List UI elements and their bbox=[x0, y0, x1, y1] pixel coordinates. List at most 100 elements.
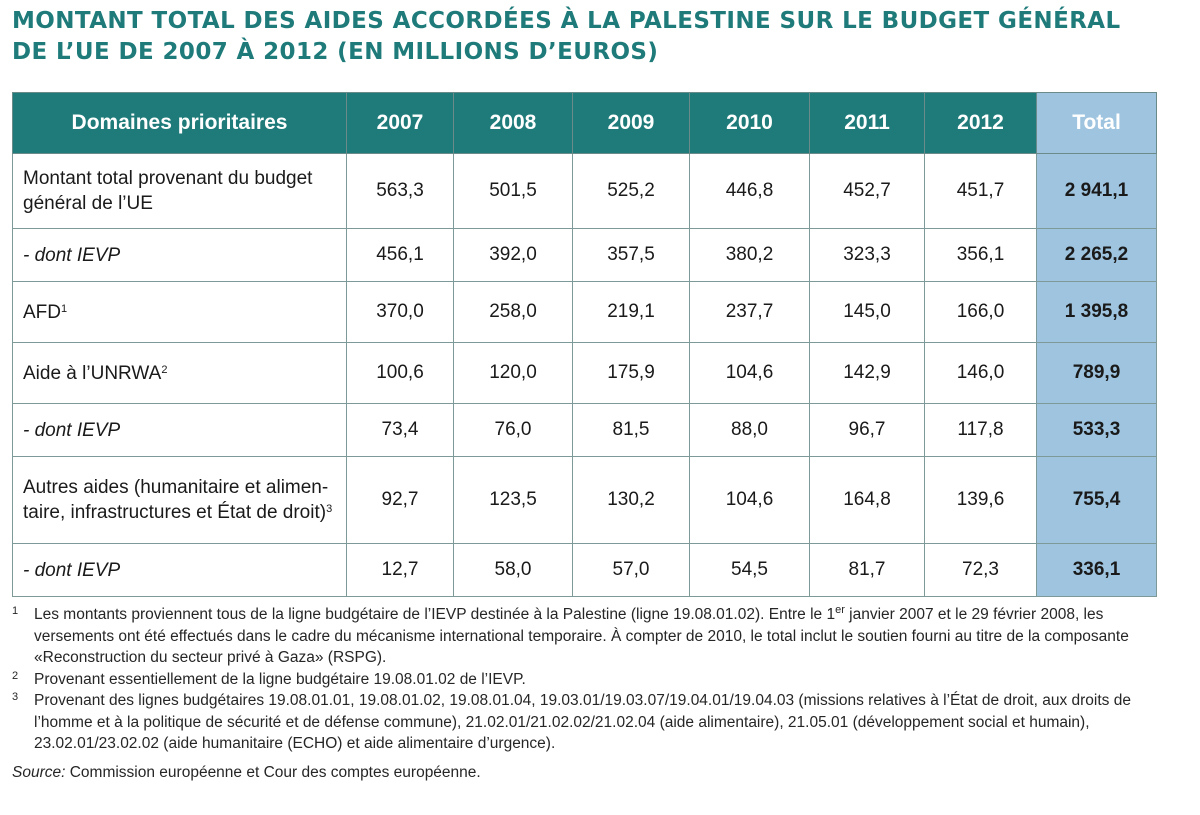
table-cell: 139,6 bbox=[924, 456, 1037, 544]
footnote-2: 2 Provenant essentiellement de la ligne … bbox=[12, 669, 1182, 691]
table-cell: 88,0 bbox=[689, 403, 810, 457]
footnote-text-part: janvier 2007 et le 29 février 2008, les … bbox=[34, 606, 1129, 666]
table-cell: 57,0 bbox=[572, 543, 690, 597]
table-cell: 370,0 bbox=[346, 281, 454, 343]
header-2009: 2009 bbox=[572, 92, 690, 154]
row-label-line: général de l’UE bbox=[23, 193, 153, 214]
table-cell: 446,8 bbox=[689, 153, 810, 229]
table-cell: 357,5 bbox=[572, 228, 690, 282]
table-row: Autres aides (humanitaire et alimen- tai… bbox=[12, 456, 1157, 544]
row-label: Montant total provenant du budget généra… bbox=[12, 153, 347, 229]
aid-table: Domaines prioritaires 2007 2008 2009 201… bbox=[12, 92, 1157, 597]
total-cell: 533,3 bbox=[1036, 403, 1157, 457]
table-cell: 175,9 bbox=[572, 342, 690, 404]
table-row: - dont IEVP 456,1 392,0 357,5 380,2 323,… bbox=[12, 228, 1157, 282]
table-cell: 120,0 bbox=[453, 342, 573, 404]
row-label: - dont IEVP bbox=[12, 228, 347, 282]
table-row: Montant total provenant du budget généra… bbox=[12, 153, 1157, 229]
footnote-ref: 3 bbox=[326, 503, 333, 515]
table-cell: 451,7 bbox=[924, 153, 1037, 229]
footnotes: 1 Les montants proviennent tous de la li… bbox=[12, 604, 1182, 783]
row-label-line-2: taire, infrastructures et État de droit)… bbox=[23, 500, 338, 525]
table-cell: 452,7 bbox=[809, 153, 925, 229]
table-cell: 323,3 bbox=[809, 228, 925, 282]
total-cell: 1 395,8 bbox=[1036, 281, 1157, 343]
title-line-2: DE L’UE DE 2007 À 2012 (EN MILLIONS D’EU… bbox=[12, 39, 659, 65]
table-cell: 100,6 bbox=[346, 342, 454, 404]
total-cell: 755,4 bbox=[1036, 456, 1157, 544]
source-label: Source: bbox=[12, 763, 66, 781]
table-cell: 54,5 bbox=[689, 543, 810, 597]
table-row: Aide à l’UNRWA2 100,6 120,0 175,9 104,6 … bbox=[12, 342, 1157, 404]
footnote-number: 2 bbox=[12, 669, 19, 682]
table-cell: 96,7 bbox=[809, 403, 925, 457]
table-cell: 123,5 bbox=[453, 456, 573, 544]
table-cell: 166,0 bbox=[924, 281, 1037, 343]
table-cell: 72,3 bbox=[924, 543, 1037, 597]
total-cell: 789,9 bbox=[1036, 342, 1157, 404]
table-cell: 501,5 bbox=[453, 153, 573, 229]
title-line-1: MONTANT TOTAL DES AIDES ACCORDÉES À LA P… bbox=[12, 8, 1121, 34]
footnote-number: 1 bbox=[12, 605, 19, 617]
table-cell: 237,7 bbox=[689, 281, 810, 343]
table-cell: 73,4 bbox=[346, 403, 454, 457]
row-label-text: AFD bbox=[23, 301, 61, 323]
table-row: AFD1 370,0 258,0 219,1 237,7 145,0 166,0… bbox=[12, 281, 1157, 343]
page-title: MONTANT TOTAL DES AIDES ACCORDÉES À LA P… bbox=[12, 6, 1192, 68]
total-cell: 336,1 bbox=[1036, 543, 1157, 597]
table-cell: 104,6 bbox=[689, 342, 810, 404]
table-cell: 525,2 bbox=[572, 153, 690, 229]
row-label-line: Autres aides (humanitaire et alimen- bbox=[23, 477, 329, 498]
row-label: - dont IEVP bbox=[12, 543, 347, 597]
table-cell: 92,7 bbox=[346, 456, 454, 544]
footnote-ref: 2 bbox=[161, 363, 168, 376]
table-cell: 392,0 bbox=[453, 228, 573, 282]
header-2010: 2010 bbox=[689, 92, 810, 154]
header-2011: 2011 bbox=[809, 92, 925, 154]
header-total: Total bbox=[1036, 92, 1157, 154]
header-2007: 2007 bbox=[346, 92, 454, 154]
table-cell: 145,0 bbox=[809, 281, 925, 343]
table-cell: 104,6 bbox=[689, 456, 810, 544]
header-2008: 2008 bbox=[453, 92, 573, 154]
row-label: AFD1 bbox=[12, 281, 347, 343]
footnote-number: 3 bbox=[12, 691, 19, 703]
row-label-line: Montant total provenant du budget bbox=[23, 168, 313, 189]
row-label-text: Aide à l’UNRWA bbox=[23, 362, 162, 384]
table-cell: 76,0 bbox=[453, 403, 573, 457]
table-cell: 456,1 bbox=[346, 228, 454, 282]
footnote-1: 1 Les montants proviennent tous de la li… bbox=[12, 604, 1182, 669]
table-header-row: Domaines prioritaires 2007 2008 2009 201… bbox=[12, 92, 1157, 154]
table-cell: 356,1 bbox=[924, 228, 1037, 282]
table-cell: 58,0 bbox=[453, 543, 573, 597]
footnote-text: Provenant des lignes budgétaires 19.08.0… bbox=[34, 692, 1131, 752]
header-domains: Domaines prioritaires bbox=[12, 92, 347, 154]
source-text: Commission européenne et Cour des compte… bbox=[65, 763, 481, 781]
row-label: Autres aides (humanitaire et alimen- tai… bbox=[12, 456, 347, 544]
table-cell: 146,0 bbox=[924, 342, 1037, 404]
table-cell: 164,8 bbox=[809, 456, 925, 544]
table-cell: 563,3 bbox=[346, 153, 454, 229]
source-line: Source: Commission européenne et Cour de… bbox=[12, 762, 1182, 784]
total-cell: 2 941,1 bbox=[1036, 153, 1157, 229]
table-cell: 219,1 bbox=[572, 281, 690, 343]
table-cell: 117,8 bbox=[924, 403, 1037, 457]
table-row: - dont IEVP 73,4 76,0 81,5 88,0 96,7 117… bbox=[12, 403, 1157, 457]
row-label: - dont IEVP bbox=[12, 403, 347, 457]
table-cell: 258,0 bbox=[453, 281, 573, 343]
table-cell: 81,7 bbox=[809, 543, 925, 597]
total-cell: 2 265,2 bbox=[1036, 228, 1157, 282]
row-label-text: taire, infrastructures et État de droit) bbox=[23, 502, 327, 523]
header-2012: 2012 bbox=[924, 92, 1037, 154]
footnote-superscript: er bbox=[835, 604, 845, 616]
footnote-text-part: Les montants proviennent tous de la lign… bbox=[34, 606, 836, 623]
row-label: Aide à l’UNRWA2 bbox=[12, 342, 347, 404]
footnote-text: Les montants proviennent tous de la lign… bbox=[34, 604, 1182, 669]
table-cell: 130,2 bbox=[572, 456, 690, 544]
footnote-text: Provenant essentiellement de la ligne bu… bbox=[34, 670, 526, 688]
table-cell: 380,2 bbox=[689, 228, 810, 282]
footnote-ref: 1 bbox=[61, 302, 68, 315]
table-cell: 81,5 bbox=[572, 403, 690, 457]
table-row: - dont IEVP 12,7 58,0 57,0 54,5 81,7 72,… bbox=[12, 543, 1157, 597]
table-cell: 12,7 bbox=[346, 543, 454, 597]
